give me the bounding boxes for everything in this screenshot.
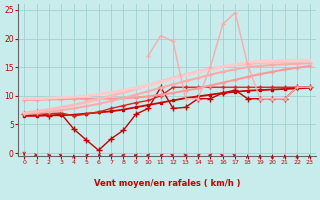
X-axis label: Vent moyen/en rafales ( km/h ): Vent moyen/en rafales ( km/h ) <box>94 179 240 188</box>
